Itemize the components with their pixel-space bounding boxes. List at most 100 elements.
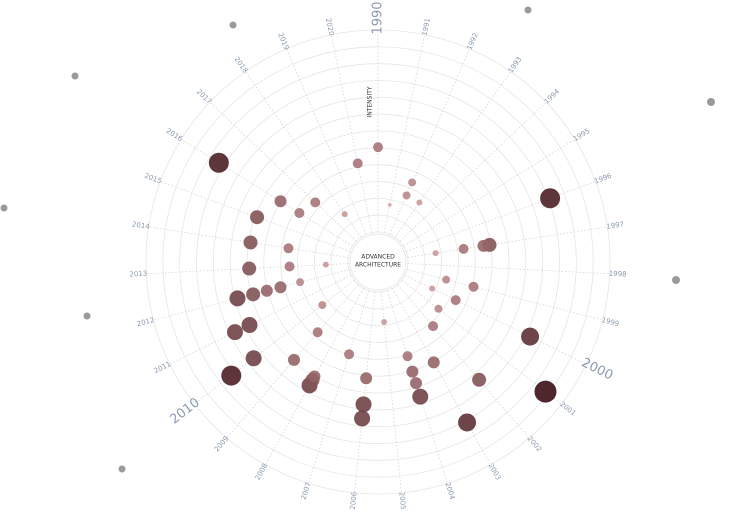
x-tick-label: 1995 [572,127,591,143]
x-tick-label: 2018 [233,55,250,74]
bubble [416,199,423,206]
bubble [341,211,348,218]
spoke [383,34,426,233]
bubble [274,281,287,294]
x-tick-label: 1991 [421,17,432,36]
bubble [260,284,273,297]
x-tick-label: 2000 [579,355,615,383]
ring [229,113,527,411]
center-disc [349,233,407,291]
bubble [428,321,439,332]
bubble [412,388,429,405]
bubble [242,261,257,276]
bubble [406,365,419,378]
bubble [250,210,265,225]
spoke [226,284,359,439]
x-tick-label: 2001 [558,400,577,417]
spoke [405,181,596,252]
bubble [296,278,305,287]
bubble [283,243,294,254]
bubble [442,275,451,284]
bubble [221,365,242,386]
x-tick-label: 2020 [324,17,335,36]
x-tick-label: 2009 [213,435,231,454]
bubble [318,301,327,310]
bubble [352,158,363,169]
spoke [169,274,352,365]
x-tick-label: 1998 [609,270,627,279]
x-tick-label: 2005 [397,491,407,510]
bubble [360,372,373,385]
spoke [330,34,373,233]
bubble [468,281,479,292]
x-tick-label: 2003 [487,462,503,481]
bubble [294,208,305,219]
bubble [312,327,323,338]
bubble [284,261,295,272]
outer-node [229,21,237,29]
spoke [265,288,364,466]
x-tick-label: 1996 [593,172,613,186]
x-tick-label: 1992 [465,32,479,52]
ring [313,197,443,327]
labels: 1990 1991 1992 1993 1994 1995 1996 1997 1998 1999… [129,1,627,510]
x-tick-label: 2006 [349,491,359,510]
ring [212,96,544,428]
bubble [458,243,469,254]
x-tick-label: 1994 [543,87,562,105]
x-tick-label: 2004 [443,481,456,501]
bubble [322,261,329,268]
bubble [208,152,229,173]
x-tick-label: 2014 [131,220,150,231]
x-tick-label: 2011 [153,360,173,375]
x-tick-label: 1999 [601,316,620,328]
spoke [403,138,576,247]
bubble [402,191,411,200]
bubble [477,239,490,252]
bubble [534,380,557,403]
bubble [402,351,413,362]
outer-node [0,204,8,212]
bubble [308,370,321,383]
spoke [407,226,608,258]
outer-node [524,6,532,14]
bubble [432,250,439,257]
spoke [394,71,511,238]
bubble [521,327,540,346]
spoke [386,290,448,484]
spoke [406,269,603,321]
ring [330,214,426,310]
outer-node [707,98,715,106]
x-tick-label: 2015 [143,172,162,186]
bubble [429,285,436,292]
bubble [450,295,461,306]
bubble [246,287,261,302]
ring [162,46,594,478]
spoke [389,48,470,235]
bubble [243,235,258,250]
center-title: ARCHITECTURE [355,262,401,269]
bubble [310,197,321,208]
bubble [344,349,355,360]
x-tick-label: 2012 [136,316,155,328]
bubble [434,304,443,313]
x-tick-label: 1990 [371,1,386,34]
outer-nodes [0,6,715,473]
bubble [226,324,243,341]
spoke [380,291,402,493]
x-tick-label: 2002 [525,435,543,454]
outer-node [118,465,126,473]
x-tick-label: 2013 [129,270,147,279]
spoke [209,101,357,242]
bubble [229,290,246,307]
y-axis-label: INTENSITY [367,86,374,117]
bubble [241,317,258,334]
spoke [354,291,376,493]
spoke [399,101,547,242]
bubble [381,318,388,325]
ring [145,29,611,495]
spoke [392,288,491,466]
bubble [373,142,383,153]
spoke [180,138,353,247]
spoke [286,48,367,235]
